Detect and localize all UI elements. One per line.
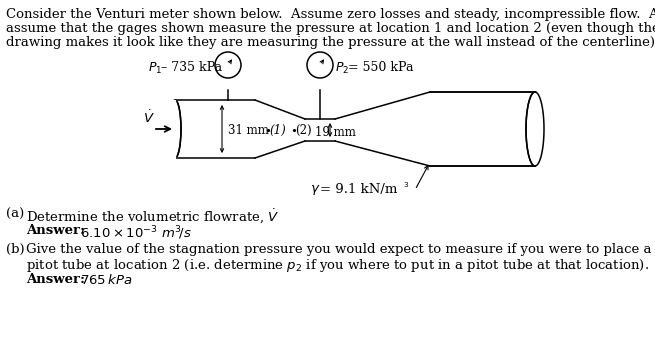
Text: $\bullet$: $\bullet$ — [290, 125, 297, 135]
Text: = 9.1 kN/m: = 9.1 kN/m — [320, 183, 398, 196]
Text: $P_2$: $P_2$ — [335, 61, 349, 76]
Text: $765\,kPa$: $765\,kPa$ — [80, 273, 132, 287]
Text: – 735 kPa: – 735 kPa — [161, 61, 222, 74]
Text: $\bullet$: $\bullet$ — [264, 125, 271, 135]
Text: (2): (2) — [295, 123, 312, 137]
Text: 31 mm: 31 mm — [228, 123, 269, 137]
Text: $P_1$: $P_1$ — [148, 61, 162, 76]
Text: drawing makes it look like they are measuring the pressure at the wall instead o: drawing makes it look like they are meas… — [6, 36, 655, 49]
Text: 19 mm: 19 mm — [315, 126, 356, 139]
Text: $\gamma$: $\gamma$ — [310, 183, 320, 197]
Text: assume that the gages shown measure the pressure at location 1 and location 2 (e: assume that the gages shown measure the … — [6, 22, 655, 35]
Text: (a): (a) — [6, 208, 24, 221]
Text: (b): (b) — [6, 243, 25, 256]
Text: $6.10 \times 10^{-3}\ m^3\!/s$: $6.10 \times 10^{-3}\ m^3\!/s$ — [80, 224, 192, 241]
Text: (1): (1) — [269, 123, 286, 137]
Text: = 550 kPa: = 550 kPa — [348, 61, 413, 74]
Text: Answer:: Answer: — [26, 273, 85, 286]
Text: Answer:: Answer: — [26, 224, 85, 237]
Text: $^3$: $^3$ — [403, 183, 409, 192]
Text: Determine the volumetric flowrate, $\dot{V}$: Determine the volumetric flowrate, $\dot… — [26, 208, 280, 226]
Text: Consider the Venturi meter shown below.  Assume zero losses and steady, incompre: Consider the Venturi meter shown below. … — [6, 8, 655, 21]
Text: pitot tube at location 2 (i.e. determine $p_2$ if you where to put in a pitot tu: pitot tube at location 2 (i.e. determine… — [26, 257, 649, 274]
Text: $\dot{V}$: $\dot{V}$ — [143, 110, 155, 126]
Text: Give the value of the stagnation pressure you would expect to measure if you wer: Give the value of the stagnation pressur… — [26, 243, 652, 256]
